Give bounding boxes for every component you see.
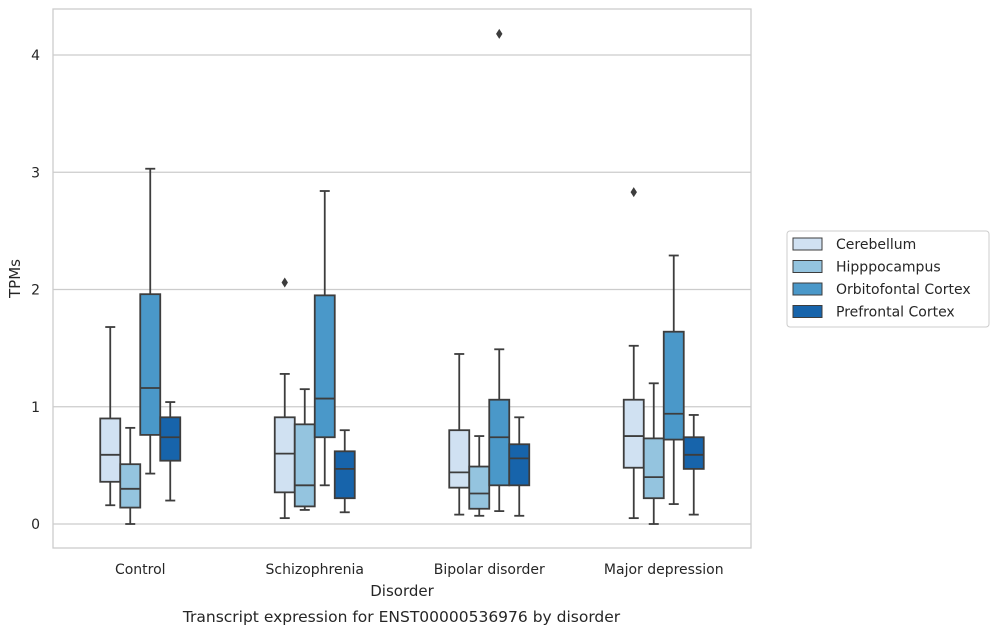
box-iqr bbox=[159, 416, 182, 462]
legend: Cerebellum Hipppocampus Orbitofontal Corte… bbox=[786, 230, 990, 328]
box-iqr bbox=[119, 463, 142, 509]
box-iqr bbox=[642, 437, 665, 500]
box-2-3 bbox=[508, 416, 531, 517]
box-iqr bbox=[662, 330, 685, 441]
box-iqr bbox=[313, 294, 336, 439]
x-tick-label: Control bbox=[115, 562, 166, 578]
box-iqr bbox=[682, 436, 705, 470]
box-iqr bbox=[622, 398, 645, 469]
outlier-point bbox=[496, 28, 503, 39]
box-iqr bbox=[508, 443, 531, 487]
y-tick-label: 0 bbox=[31, 517, 40, 533]
box-0-2 bbox=[139, 167, 162, 475]
y-tick-label: 4 bbox=[31, 48, 40, 64]
y-tick-label: 1 bbox=[31, 400, 40, 416]
legend-label: Prefrontal Cortex bbox=[836, 305, 955, 321]
box-0-3 bbox=[159, 401, 182, 502]
box-plot-series bbox=[99, 28, 705, 525]
x-tick-label: Schizophrenia bbox=[266, 562, 364, 578]
box-3-3 bbox=[682, 414, 705, 516]
legend-swatch bbox=[792, 305, 823, 318]
box-3-1 bbox=[642, 382, 665, 525]
x-tick-labels: Control Schizophrenia Bipolar disorder Majo… bbox=[115, 562, 724, 578]
legend-swatch bbox=[792, 260, 823, 273]
box-iqr bbox=[139, 293, 162, 436]
outlier-point bbox=[281, 277, 288, 288]
legend-swatch bbox=[792, 237, 823, 251]
legend-frame bbox=[786, 230, 990, 328]
legend-label: Orbitofontal Cortex bbox=[836, 282, 971, 298]
box-iqr bbox=[273, 416, 296, 494]
box-iqr bbox=[468, 465, 491, 510]
chart-caption: Transcript expression for ENST0000053697… bbox=[182, 608, 621, 626]
box-1-0 bbox=[273, 277, 296, 520]
box-iqr bbox=[488, 398, 511, 487]
x-tick-label: Major depression bbox=[604, 562, 724, 578]
box-0-0 bbox=[99, 326, 122, 507]
box-3-0 bbox=[622, 187, 645, 520]
outlier-point bbox=[630, 187, 637, 198]
box-iqr bbox=[333, 450, 356, 500]
box-1-1 bbox=[293, 388, 316, 511]
box-2-0 bbox=[448, 353, 471, 516]
box-iqr bbox=[448, 429, 471, 489]
legend-swatch bbox=[792, 282, 823, 296]
y-axis-label: TPMs bbox=[6, 259, 24, 299]
box-2-1 bbox=[468, 435, 491, 517]
y-tick-labels: 0 1 2 3 4 bbox=[31, 48, 40, 533]
box-0-1 bbox=[119, 426, 142, 525]
box-1-3 bbox=[333, 429, 356, 514]
box-iqr bbox=[99, 417, 122, 483]
box-2-2 bbox=[488, 28, 511, 513]
legend-label: Cerebellum bbox=[836, 237, 916, 253]
y-tick-label: 3 bbox=[31, 165, 40, 181]
box-1-2 bbox=[313, 190, 336, 487]
box-iqr bbox=[293, 423, 316, 508]
legend-label: Hipppocampus bbox=[836, 260, 941, 276]
box-3-2 bbox=[662, 254, 685, 505]
x-tick-label: Bipolar disorder bbox=[434, 562, 545, 578]
plot-frame bbox=[52, 8, 752, 549]
x-axis-label: Disorder bbox=[370, 582, 434, 600]
y-tick-label: 2 bbox=[31, 283, 40, 299]
